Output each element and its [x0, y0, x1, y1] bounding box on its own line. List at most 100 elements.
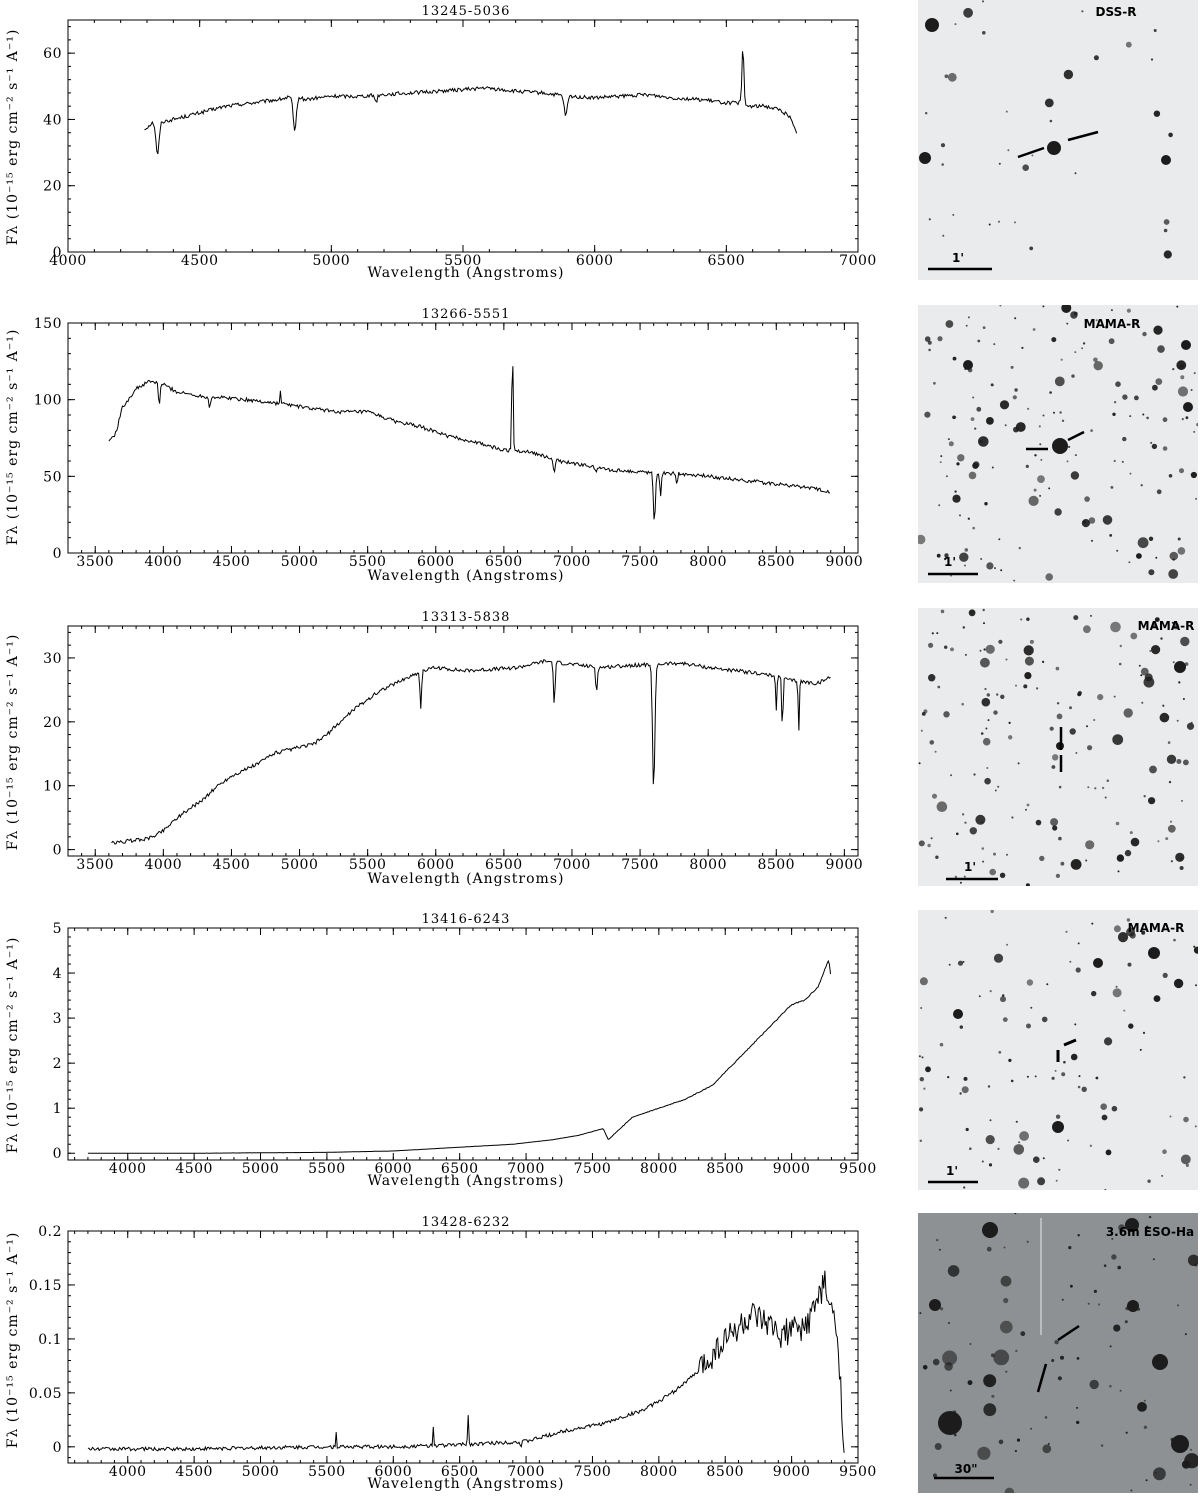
- star: [1045, 573, 1053, 581]
- star: [1077, 1234, 1080, 1237]
- star: [993, 1349, 1010, 1366]
- star: [985, 727, 988, 730]
- star: [1194, 1125, 1197, 1128]
- star: [1093, 357, 1098, 363]
- star: [983, 1374, 997, 1388]
- star: [1078, 1075, 1081, 1078]
- star: [1081, 347, 1084, 350]
- star: [989, 868, 996, 876]
- star: [972, 526, 976, 530]
- star: [952, 415, 956, 420]
- star: [969, 1147, 972, 1150]
- star: [1137, 537, 1149, 549]
- star: [1026, 1240, 1029, 1243]
- star: [932, 1358, 940, 1366]
- star: [1183, 1116, 1189, 1123]
- star: [930, 837, 933, 840]
- star: [1180, 636, 1190, 647]
- star: [1173, 978, 1184, 989]
- star: [1073, 615, 1079, 621]
- star: [1055, 1179, 1058, 1182]
- star: [969, 827, 977, 835]
- star: [1177, 386, 1189, 397]
- star: [1061, 1298, 1064, 1301]
- star: [919, 152, 931, 164]
- scale-label: 30": [955, 1462, 978, 1476]
- star: [1186, 722, 1195, 730]
- star: [1112, 988, 1122, 998]
- star: [953, 1009, 963, 1019]
- star: [983, 648, 986, 651]
- x-tick-label: 5500: [444, 253, 482, 269]
- star: [991, 1394, 995, 1398]
- star: [1052, 1121, 1064, 1133]
- star: [1076, 1357, 1080, 1360]
- star: [1067, 1139, 1070, 1142]
- star: [1148, 569, 1155, 576]
- star: [1034, 1075, 1037, 1078]
- star: [1097, 694, 1104, 701]
- plot-frame: [67, 322, 859, 554]
- spectrum-title: 13266-5551: [422, 307, 511, 322]
- star: [1081, 1086, 1087, 1093]
- star: [1177, 537, 1181, 541]
- star: [1054, 1069, 1057, 1072]
- star: [978, 995, 981, 998]
- star: [1026, 803, 1030, 807]
- x-tick-label: 9000: [826, 857, 864, 873]
- star: [947, 438, 950, 441]
- star: [1128, 561, 1131, 564]
- star: [1105, 1149, 1112, 1156]
- star: [1150, 441, 1153, 444]
- star: [980, 732, 984, 735]
- star: [1054, 1340, 1059, 1345]
- star: [945, 475, 948, 478]
- star: [1049, 726, 1054, 731]
- star: [1069, 706, 1072, 710]
- star: [982, 860, 985, 863]
- star: [1153, 1467, 1166, 1481]
- star: [991, 466, 994, 469]
- star: [925, 112, 928, 115]
- y-axis-label: Fλ (10⁻¹⁵ erg cm⁻² s⁻¹ A⁻¹): [5, 937, 21, 1154]
- star: [1145, 1479, 1148, 1482]
- star: [928, 642, 934, 648]
- star: [1052, 825, 1058, 831]
- spectrum-title: 13245-5036: [422, 4, 511, 19]
- star: [1110, 621, 1121, 633]
- x-tick-label: 4500: [181, 253, 219, 269]
- star: [1060, 1355, 1064, 1360]
- star: [1122, 436, 1127, 442]
- star: [938, 1248, 941, 1251]
- x-tick-label: 6000: [374, 1161, 412, 1177]
- star: [999, 872, 1006, 878]
- star: [1183, 1076, 1186, 1079]
- star: [1118, 1224, 1125, 1232]
- star: [986, 767, 989, 769]
- star: [1156, 489, 1162, 495]
- star: [921, 712, 926, 716]
- x-tick-label: 4500: [213, 857, 251, 873]
- star: [984, 777, 991, 785]
- star: [1039, 443, 1042, 446]
- star: [931, 632, 934, 635]
- star: [1104, 796, 1107, 799]
- star: [998, 639, 1003, 644]
- star: [1125, 1218, 1139, 1232]
- star: [1129, 415, 1132, 418]
- star: [940, 143, 946, 148]
- star: [1151, 645, 1161, 655]
- spectrum-line: [87, 959, 831, 1154]
- scale-label: 1': [952, 251, 964, 265]
- star: [944, 74, 949, 79]
- star: [928, 674, 936, 682]
- star: [1051, 1359, 1055, 1362]
- star: [936, 801, 948, 812]
- star: [1172, 661, 1175, 664]
- star: [1117, 870, 1120, 873]
- star: [964, 653, 967, 656]
- star: [1153, 995, 1161, 1002]
- star: [1190, 389, 1193, 391]
- star: [969, 1343, 972, 1345]
- star: [1153, 29, 1157, 32]
